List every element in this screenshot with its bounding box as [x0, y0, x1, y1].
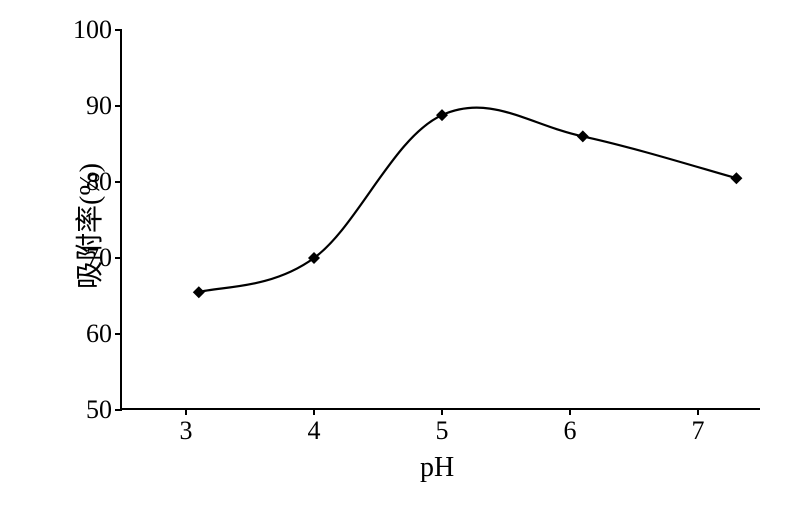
chart-container: 506070809010034567 吸附率(%) pH: [0, 0, 800, 510]
data-marker: [730, 172, 742, 184]
x-tick-mark: [185, 408, 187, 415]
x-axis-label: pH: [420, 452, 454, 484]
x-tick-mark: [569, 408, 571, 415]
x-tick-mark: [441, 408, 443, 415]
data-marker: [436, 109, 448, 121]
y-tick-mark: [115, 333, 122, 335]
y-tick-mark: [115, 105, 122, 107]
y-tick-mark: [115, 29, 122, 31]
y-tick-mark: [115, 257, 122, 259]
y-axis-label: 吸附率(%): [68, 163, 108, 289]
data-marker: [577, 130, 589, 142]
y-tick-mark: [115, 409, 122, 411]
x-tick-mark: [697, 408, 699, 415]
data-marker: [193, 286, 205, 298]
plot-area: 506070809010034567: [120, 30, 760, 410]
data-line: [199, 108, 737, 293]
y-tick-mark: [115, 181, 122, 183]
chart-svg: [122, 30, 760, 408]
x-tick-mark: [313, 408, 315, 415]
